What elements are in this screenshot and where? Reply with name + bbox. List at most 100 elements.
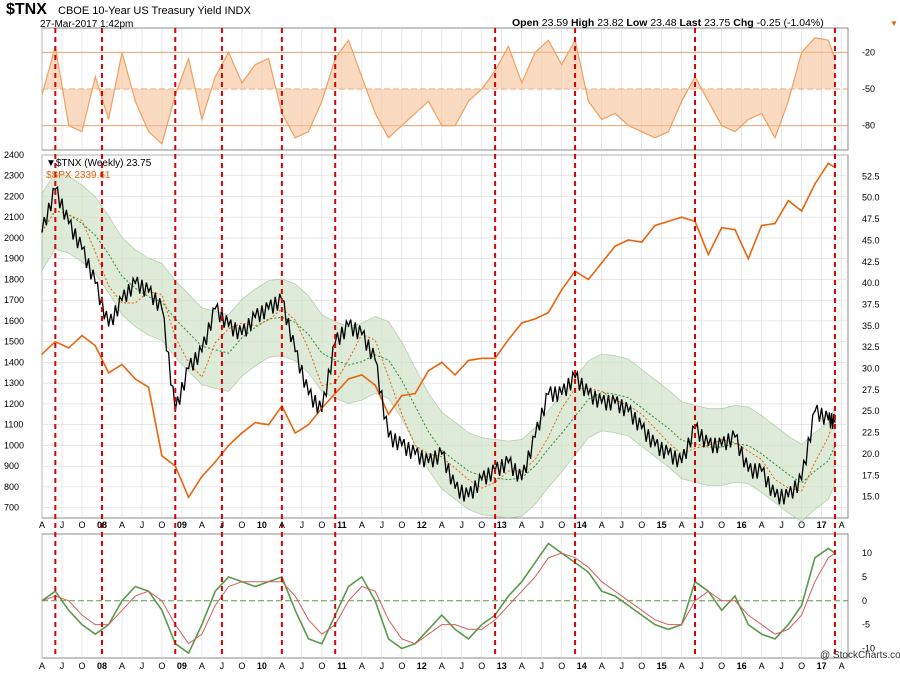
tnx-point (187, 367, 190, 370)
tnx-point (294, 350, 297, 353)
spx-point (587, 278, 590, 281)
spx-point (640, 241, 643, 243)
brand-watermark: @ StockCharts.com (820, 650, 900, 661)
spx-point (81, 334, 83, 337)
tnx-point (347, 325, 350, 327)
left-tick-label: 1600 (4, 316, 24, 326)
x-tick-label: A (39, 520, 45, 530)
spx-point (294, 432, 297, 434)
x-tick-label: A (279, 520, 285, 530)
open-value: 23.59 (541, 17, 569, 29)
right-tick-label: 47.5 (862, 214, 880, 224)
tnx-point (480, 478, 483, 481)
x-tick-label: 08 (97, 661, 107, 671)
spx-point (254, 421, 257, 424)
tnx-point (587, 393, 590, 395)
chg-value: -0.25 (-1.04%) (756, 17, 824, 29)
tnx-point (600, 401, 603, 404)
x-tick-label: 14 (577, 661, 587, 671)
left-tick-label: 1300 (4, 378, 24, 388)
right-tick-label: 15.0 (862, 492, 880, 502)
axis-labels: A A J J O O 08 08 A A J J O O 09 09 A A J J O O 10 10 A A J J O O 11 11… (39, 520, 845, 671)
legend-tnx: ▼$TNX (Weekly) 23.75 (46, 158, 152, 169)
tnx-point (774, 495, 776, 498)
x-tick-label: O (638, 661, 645, 671)
tnx-point (414, 453, 416, 455)
tnx-point (547, 393, 550, 395)
x-tick-label: 11 (337, 661, 347, 671)
x-tick-label: J (619, 661, 624, 671)
spx-point (654, 224, 656, 227)
tnx-point (747, 470, 750, 472)
x-tick-label: O (638, 520, 645, 530)
right-tick-label: 32.5 (862, 342, 880, 352)
tnx-point (574, 376, 576, 378)
price-panel: 2400 2300 2200 2100 2000 1900 1800 1700 1600 1500… (4, 150, 880, 522)
x-tick-label: A (39, 661, 45, 671)
last-label: Last (679, 17, 702, 29)
tnx-point (680, 461, 683, 464)
exchange: INDX (224, 5, 251, 17)
tnx-point (214, 307, 217, 310)
right-tick-label: 40.0 (862, 278, 880, 288)
x-tick-label: O (78, 520, 85, 530)
ticker-symbol: $TNX (6, 1, 47, 18)
x-tick-label: J (460, 661, 465, 671)
spx-point (427, 369, 430, 372)
left-tick-label: 2100 (4, 212, 24, 222)
spx-point (454, 374, 456, 376)
tnx-point (254, 316, 257, 319)
x-tick-label: O (158, 520, 165, 530)
x-tick-label: 08 (97, 520, 107, 530)
spx-point (347, 378, 350, 380)
tnx-point (507, 461, 510, 464)
tnx-point (267, 307, 270, 310)
spx-point (534, 318, 536, 320)
x-tick-label: A (759, 520, 765, 530)
spx-point (827, 162, 830, 165)
tnx-point (720, 444, 723, 447)
x-tick-label: O (798, 661, 805, 671)
x-tick-label: O (318, 520, 325, 530)
tnx-point (800, 478, 803, 481)
tnx-point (161, 307, 163, 310)
left-tick-label: 1800 (4, 274, 24, 284)
x-tick-label: O (478, 661, 485, 671)
spx-point (387, 413, 390, 416)
x-tick-label: 12 (417, 661, 427, 671)
x-tick-label: O (398, 520, 405, 530)
x-tick-label: J (300, 520, 305, 530)
x-tick-label: A (759, 661, 765, 671)
x-tick-label: O (798, 520, 805, 530)
x-tick-label: O (718, 661, 725, 671)
x-tick-label: 10 (257, 520, 267, 530)
spx-point (201, 475, 203, 478)
x-tick-label: 14 (577, 520, 587, 530)
left-tick-label: 1700 (4, 295, 24, 305)
moving-average-orange (41, 209, 836, 492)
tnx-point (441, 453, 443, 455)
tnx-point (147, 290, 150, 293)
right-tick-label: 20.0 (862, 449, 880, 459)
left-tick-label: 1400 (4, 357, 24, 367)
red-vertical-markers (54, 28, 836, 658)
x-tick-label: 13 (497, 661, 507, 671)
x-tick-label: O (318, 661, 325, 671)
spx-point (334, 392, 336, 395)
spx-point (134, 378, 137, 380)
x-tick-label: J (60, 520, 65, 530)
x-tick-label: J (220, 661, 225, 671)
spx-point (67, 347, 70, 349)
spx-point (54, 340, 57, 343)
x-tick-label: A (599, 661, 605, 671)
left-tick-label: 800 (4, 482, 19, 492)
tnx-point (734, 436, 736, 438)
spx-point (374, 384, 376, 387)
legend-spx: $SPX 2339.61 (46, 170, 111, 181)
spx-point (814, 183, 816, 185)
x-tick-label: O (238, 520, 245, 530)
spx-point (507, 338, 510, 341)
x-tick-label: 09 (177, 520, 187, 530)
tnx-point (707, 444, 710, 447)
